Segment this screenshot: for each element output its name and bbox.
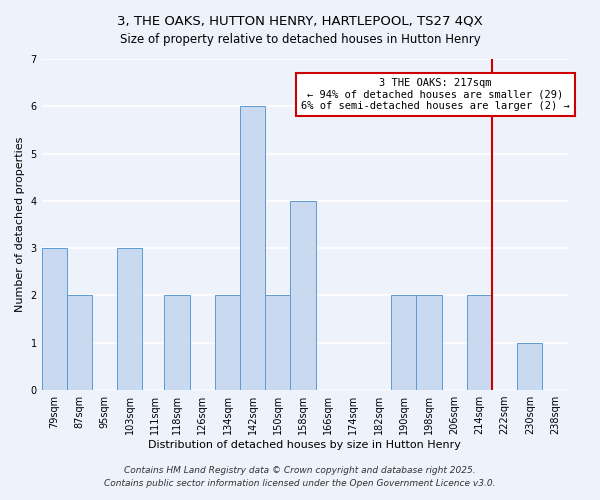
Bar <box>41 248 67 390</box>
Bar <box>164 296 190 390</box>
X-axis label: Distribution of detached houses by size in Hutton Henry: Distribution of detached houses by size … <box>148 440 461 450</box>
Y-axis label: Number of detached properties: Number of detached properties <box>15 137 25 312</box>
Bar <box>215 296 240 390</box>
Bar <box>517 343 542 390</box>
Text: 3 THE OAKS: 217sqm
← 94% of detached houses are smaller (29)
6% of semi-detached: 3 THE OAKS: 217sqm ← 94% of detached hou… <box>301 78 569 111</box>
Bar <box>290 201 316 390</box>
Bar <box>391 296 416 390</box>
Text: Contains HM Land Registry data © Crown copyright and database right 2025.
Contai: Contains HM Land Registry data © Crown c… <box>104 466 496 487</box>
Bar <box>416 296 442 390</box>
Text: 3, THE OAKS, HUTTON HENRY, HARTLEPOOL, TS27 4QX: 3, THE OAKS, HUTTON HENRY, HARTLEPOOL, T… <box>117 15 483 28</box>
Bar <box>67 296 92 390</box>
Bar <box>467 296 492 390</box>
Bar <box>240 106 265 390</box>
Bar <box>265 296 290 390</box>
Bar <box>117 248 142 390</box>
Text: Size of property relative to detached houses in Hutton Henry: Size of property relative to detached ho… <box>119 32 481 46</box>
